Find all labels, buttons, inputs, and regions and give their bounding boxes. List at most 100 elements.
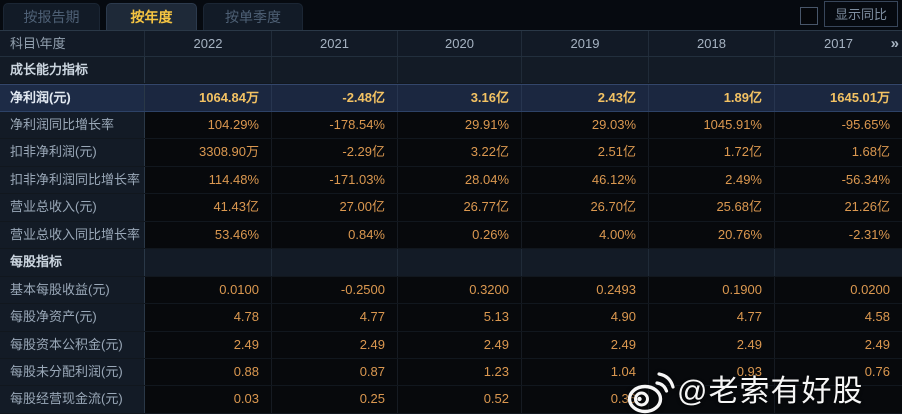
cell-value xyxy=(398,57,522,84)
cell-value xyxy=(145,249,272,276)
table-row[interactable]: 净利润(元) 1064.84万 -2.48亿 3.16亿 2.43亿 1.89亿 1645.… xyxy=(0,84,902,112)
cell-value: 4.90 xyxy=(522,304,649,331)
cell-value: 1.68亿 xyxy=(775,139,902,166)
cell-value: 2.43亿 xyxy=(522,85,649,111)
section-row[interactable]: 每股指标 xyxy=(0,249,902,277)
cell-value: 0.25 xyxy=(272,386,398,413)
cell-value: 0.87 xyxy=(272,358,398,386)
cell-value: 4.77 xyxy=(272,304,398,331)
cell-value: 0.2493 xyxy=(522,276,649,304)
table-body: 成长能力指标 净利润(元) 1064.84万 -2.48亿 3.16亿 2.43亿 1.89… xyxy=(0,57,902,414)
cell-value xyxy=(775,386,902,413)
row-label: 每股经营现金流(元) xyxy=(0,386,145,413)
table-row[interactable]: 扣非净利润同比增长率 114.48% -171.03% 28.04% 46.12% 2.4… xyxy=(0,166,902,195)
cell-value: 5.13 xyxy=(398,304,522,331)
cell-value: 0.76 xyxy=(775,358,902,386)
cell-value: 0.88 xyxy=(145,358,272,386)
table-header-row: 科目\年度 2022 2021 2020 2019 2018 2017 » xyxy=(0,30,902,57)
cell-value: 21.26亿 xyxy=(775,194,902,221)
cell-value: 0.0200 xyxy=(775,276,902,304)
cell-value: 41.43亿 xyxy=(145,194,272,221)
cell-value xyxy=(649,249,775,276)
show-yoy-label[interactable]: 显示同比 xyxy=(823,1,898,27)
cell-value: 1064.84万 xyxy=(145,85,272,111)
cell-value: 0.1900 xyxy=(649,276,775,304)
section-row[interactable]: 成长能力指标 xyxy=(0,57,902,85)
table-row[interactable]: 营业总收入同比增长率 53.46% 0.84% 0.26% 4.00% 20.76% -2.… xyxy=(0,221,902,250)
row-label: 每股资本公积金(元) xyxy=(0,331,145,358)
cell-value: 0.36 xyxy=(522,386,649,413)
table-row[interactable]: 每股资本公积金(元) 2.49 2.49 2.49 2.49 2.49 2.49 xyxy=(0,331,902,359)
cell-value: 2.49 xyxy=(522,331,649,358)
cell-value: 28.04% xyxy=(398,166,522,194)
cell-value: 26.77亿 xyxy=(398,194,522,221)
cell-value: 26.70亿 xyxy=(522,194,649,221)
table-row[interactable]: 每股净资产(元) 4.78 4.77 5.13 4.90 4.77 4.58 xyxy=(0,304,902,332)
show-yoy-checkbox[interactable] xyxy=(799,7,818,25)
cell-value: -0.2500 xyxy=(272,276,398,304)
tab-by-report-period[interactable]: 按报告期 xyxy=(3,3,100,30)
cell-value xyxy=(649,57,775,84)
period-tabbar: 按报告期 按年度 按单季度 显示同比 xyxy=(0,0,902,30)
cell-value: -2.31% xyxy=(775,221,902,249)
year-header-2017: 2017 xyxy=(824,36,853,51)
row-label: 每股指标 xyxy=(0,249,145,276)
year-header-2018: 2018 xyxy=(649,31,775,56)
tab-by-year[interactable]: 按年度 xyxy=(106,3,197,30)
cell-value: 0.3200 xyxy=(398,276,522,304)
cell-value xyxy=(272,57,398,84)
table-row[interactable]: 基本每股收益(元) 0.0100 -0.2500 0.3200 0.2493 0.1900… xyxy=(0,276,902,305)
cell-value: 0.84% xyxy=(272,221,398,249)
cell-value xyxy=(398,249,522,276)
cell-value: 0.93 xyxy=(649,358,775,386)
cell-value: 1045.91% xyxy=(649,111,775,139)
table-row[interactable]: 每股经营现金流(元) 0.03 0.25 0.52 0.36 xyxy=(0,386,902,414)
table-row[interactable]: 营业总收入(元) 41.43亿 27.00亿 26.77亿 26.70亿 25.68亿 21… xyxy=(0,194,902,222)
tab-by-quarter[interactable]: 按单季度 xyxy=(203,3,303,30)
cell-value: 0.0100 xyxy=(145,276,272,304)
year-header-2019: 2019 xyxy=(522,31,649,56)
cell-value: 1.04 xyxy=(522,358,649,386)
cell-value: 20.76% xyxy=(649,221,775,249)
cell-value: 104.29% xyxy=(145,111,272,139)
row-label: 营业总收入(元) xyxy=(0,194,145,221)
cell-value: 2.49 xyxy=(145,331,272,358)
row-label: 扣非净利润(元) xyxy=(0,139,145,166)
cell-value: 1.72亿 xyxy=(649,139,775,166)
table-row[interactable]: 净利润同比增长率 104.29% -178.54% 29.91% 29.03% 1045.… xyxy=(0,111,902,140)
row-label: 每股未分配利润(元) xyxy=(0,358,145,386)
cell-value: 29.91% xyxy=(398,111,522,139)
cell-value: 2.49 xyxy=(649,331,775,358)
year-header-2022: 2022 xyxy=(145,31,272,56)
cell-value xyxy=(522,249,649,276)
cell-value: 2.49 xyxy=(398,331,522,358)
cell-value: 3.22亿 xyxy=(398,139,522,166)
cell-value: -2.29亿 xyxy=(272,139,398,166)
cell-value: 2.49 xyxy=(775,331,902,358)
cell-value: 2.49 xyxy=(272,331,398,358)
cell-value: -171.03% xyxy=(272,166,398,194)
cell-value: 27.00亿 xyxy=(272,194,398,221)
cell-value: 4.78 xyxy=(145,304,272,331)
cell-value: 2.51亿 xyxy=(522,139,649,166)
cell-value xyxy=(272,249,398,276)
table-row[interactable]: 扣非净利润(元) 3308.90万 -2.29亿 3.22亿 2.51亿 1.72亿 1.6… xyxy=(0,139,902,167)
cell-value: 1.89亿 xyxy=(649,85,775,111)
row-label: 净利润同比增长率 xyxy=(0,111,145,139)
cell-value: 29.03% xyxy=(522,111,649,139)
cell-value: 0.03 xyxy=(145,386,272,413)
row-label: 扣非净利润同比增长率 xyxy=(0,166,145,194)
more-years-chevron-icon[interactable]: » xyxy=(890,35,899,52)
cell-value: 53.46% xyxy=(145,221,272,249)
row-label: 净利润(元) xyxy=(0,85,145,111)
row-label: 成长能力指标 xyxy=(0,57,145,84)
cell-value: 25.68亿 xyxy=(649,194,775,221)
cell-value: 0.52 xyxy=(398,386,522,413)
cell-value xyxy=(145,57,272,84)
cell-value: 4.00% xyxy=(522,221,649,249)
cell-value: 1645.01万 xyxy=(775,85,902,111)
table-row[interactable]: 每股未分配利润(元) 0.88 0.87 1.23 1.04 0.93 0.76 xyxy=(0,358,902,387)
cell-value: 0.26% xyxy=(398,221,522,249)
cell-value xyxy=(649,386,775,413)
cell-value: 4.58 xyxy=(775,304,902,331)
